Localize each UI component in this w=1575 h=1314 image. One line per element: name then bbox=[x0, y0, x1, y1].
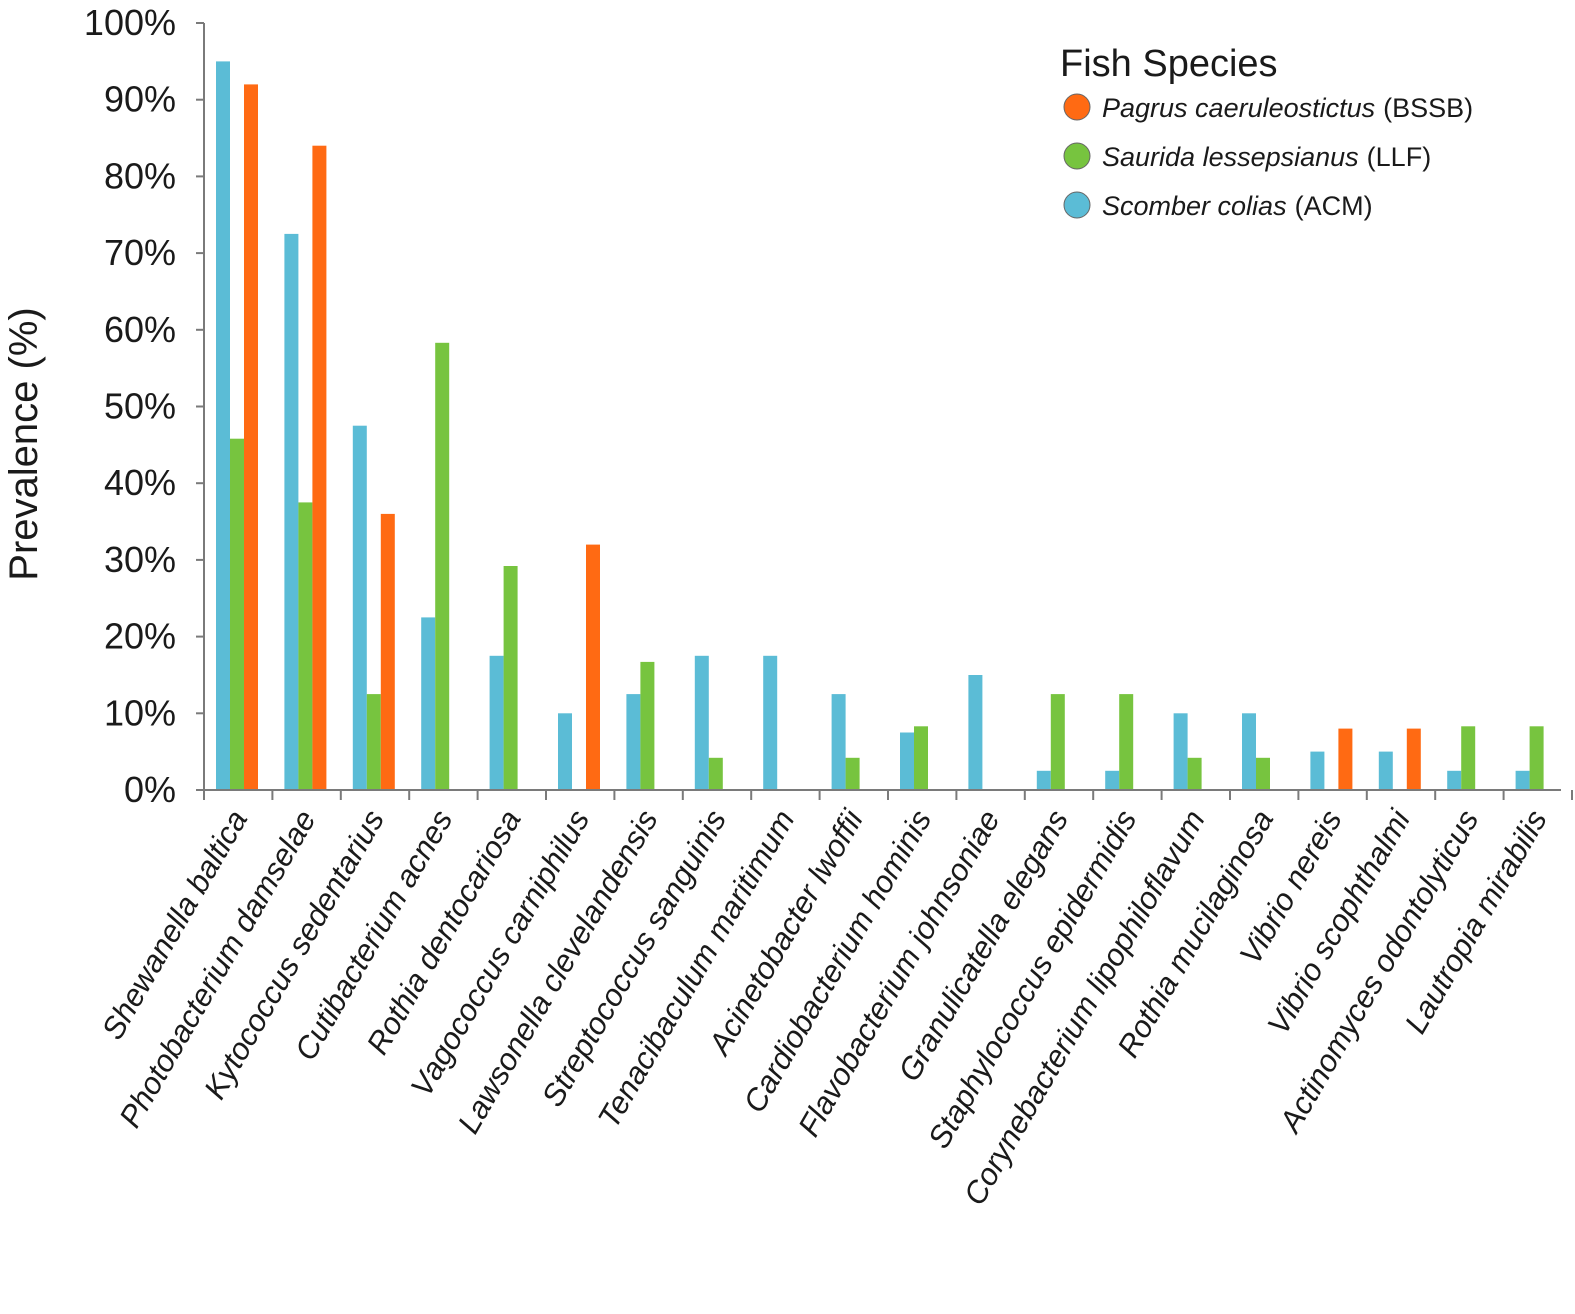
bar-scomber-colias-lautropia-mirabilis bbox=[1515, 770, 1530, 790]
legend-title: Fish Species bbox=[1060, 43, 1278, 85]
bars-layer bbox=[216, 61, 1544, 790]
legend-marker-saurida-lessepsianus bbox=[1063, 142, 1091, 170]
bar-pagrus-caeruleostictus-vagococcus-carniphilus bbox=[586, 544, 600, 790]
bar-saurida-lessepsianus-cardiobacterium-hominis bbox=[914, 726, 928, 790]
legend-label-scomber-colias: Scomber colias (ACM) bbox=[1102, 191, 1373, 221]
y-tick-label: 20% bbox=[104, 616, 176, 657]
bar-scomber-colias-cutibacterium-acnes bbox=[421, 617, 436, 790]
bar-saurida-lessepsianus-rothia-mucilaginosa bbox=[1256, 757, 1270, 790]
bar-saurida-lessepsianus-photobacterium-damselae bbox=[298, 502, 313, 790]
bar-scomber-colias-streptococcus-sanguinis bbox=[694, 655, 709, 790]
y-tick-label: 80% bbox=[104, 155, 176, 196]
legend-label-saurida-lessepsianus: Saurida lessepsianus (LLF) bbox=[1102, 142, 1431, 172]
bar-scomber-colias-granulicatella-elegans bbox=[1036, 770, 1051, 790]
legend-marker-scomber-colias bbox=[1063, 191, 1091, 219]
bar-saurida-lessepsianus-kytococcus-sedentarius bbox=[366, 694, 381, 790]
bar-scomber-colias-flavobacterium-johnsoniae bbox=[968, 675, 983, 790]
y-axis-title: Prevalence (%) bbox=[2, 307, 46, 580]
legend-species-code: (ACM) bbox=[1295, 191, 1373, 221]
y-tick-label: 30% bbox=[104, 539, 176, 580]
bar-scomber-colias-actinomyces-odontolyticus bbox=[1447, 770, 1462, 790]
legend: Fish Species Pagrus caeruleostictus (BSSB… bbox=[1060, 43, 1473, 221]
bar-pagrus-caeruleostictus-photobacterium-damselae bbox=[312, 145, 327, 790]
legend-species-name: Pagrus caeruleostictus bbox=[1102, 93, 1375, 123]
bar-saurida-lessepsianus-actinomyces-odontolyticus bbox=[1461, 726, 1476, 790]
bar-scomber-colias-lawsonella-clevelandensis bbox=[626, 694, 641, 790]
y-tick-label: 10% bbox=[104, 692, 176, 733]
y-tick-label: 70% bbox=[104, 232, 176, 273]
bar-scomber-colias-tenacibaculum-maritimum bbox=[763, 655, 778, 790]
bar-scomber-colias-corynebacterium-lipophiloflavum bbox=[1173, 713, 1188, 790]
y-tick-label: 50% bbox=[104, 386, 176, 427]
y-tick-label: 40% bbox=[104, 462, 176, 503]
bar-pagrus-caeruleostictus-vibrio-nereis bbox=[1338, 728, 1353, 790]
legend-species-name: Scomber colias bbox=[1102, 191, 1287, 221]
bar-scomber-colias-shewanella-baltica bbox=[216, 61, 230, 790]
bar-pagrus-caeruleostictus-kytococcus-sedentarius bbox=[380, 513, 395, 790]
bar-scomber-colias-vibrio-scophthalmi bbox=[1378, 751, 1393, 790]
bar-pagrus-caeruleostictus-shewanella-baltica bbox=[244, 84, 258, 790]
bar-scomber-colias-kytococcus-sedentarius bbox=[352, 425, 367, 790]
bar-scomber-colias-rothia-dentocariosa bbox=[489, 655, 504, 790]
bar-scomber-colias-photobacterium-damselae bbox=[284, 233, 299, 790]
legend-species-code: (LLF) bbox=[1367, 142, 1432, 172]
bar-pagrus-caeruleostictus-vibrio-scophthalmi bbox=[1406, 728, 1421, 790]
bar-saurida-lessepsianus-granulicatella-elegans bbox=[1050, 694, 1065, 790]
legend-species-name: Saurida lessepsianus bbox=[1102, 142, 1359, 172]
bar-saurida-lessepsianus-cutibacterium-acnes bbox=[435, 342, 450, 790]
bar-saurida-lessepsianus-rothia-dentocariosa bbox=[503, 566, 518, 790]
y-tick-label: 90% bbox=[104, 79, 176, 120]
y-tick-label: 60% bbox=[104, 309, 176, 350]
bar-scomber-colias-acinetobacter-lwoffii bbox=[831, 694, 846, 790]
y-tick-label: 0% bbox=[124, 769, 176, 810]
y-tick-labels: 0% 10% 20% 30% 40% 50% 60% 70% 80% 90% 100% bbox=[84, 2, 176, 810]
legend-species-code: (BSSB) bbox=[1383, 93, 1473, 123]
bar-saurida-lessepsianus-corynebacterium-lipophiloflavum bbox=[1187, 757, 1202, 790]
bar-saurida-lessepsianus-acinetobacter-lwoffii bbox=[845, 757, 860, 790]
bar-saurida-lessepsianus-streptococcus-sanguinis bbox=[708, 757, 723, 790]
bar-saurida-lessepsianus-shewanella-baltica bbox=[230, 438, 244, 790]
axes-layer bbox=[196, 22, 1573, 800]
bar-saurida-lessepsianus-lautropia-mirabilis bbox=[1529, 726, 1544, 790]
bar-saurida-lessepsianus-lawsonella-clevelandensis bbox=[640, 661, 655, 790]
legend-marker-pagrus-caeruleostictus bbox=[1063, 93, 1091, 121]
legend-label-pagrus-caeruleostictus: Pagrus caeruleostictus (BSSB) bbox=[1102, 93, 1473, 123]
bar-scomber-colias-rothia-mucilaginosa bbox=[1242, 713, 1256, 790]
bar-scomber-colias-vibrio-nereis bbox=[1310, 751, 1325, 790]
bar-scomber-colias-vagococcus-carniphilus bbox=[558, 713, 572, 790]
bar-saurida-lessepsianus-staphylococcus-epidermidis bbox=[1119, 694, 1134, 790]
y-tick-label: 100% bbox=[84, 2, 176, 43]
bar-scomber-colias-cardiobacterium-hominis bbox=[900, 732, 914, 790]
bar-scomber-colias-staphylococcus-epidermidis bbox=[1105, 770, 1120, 790]
